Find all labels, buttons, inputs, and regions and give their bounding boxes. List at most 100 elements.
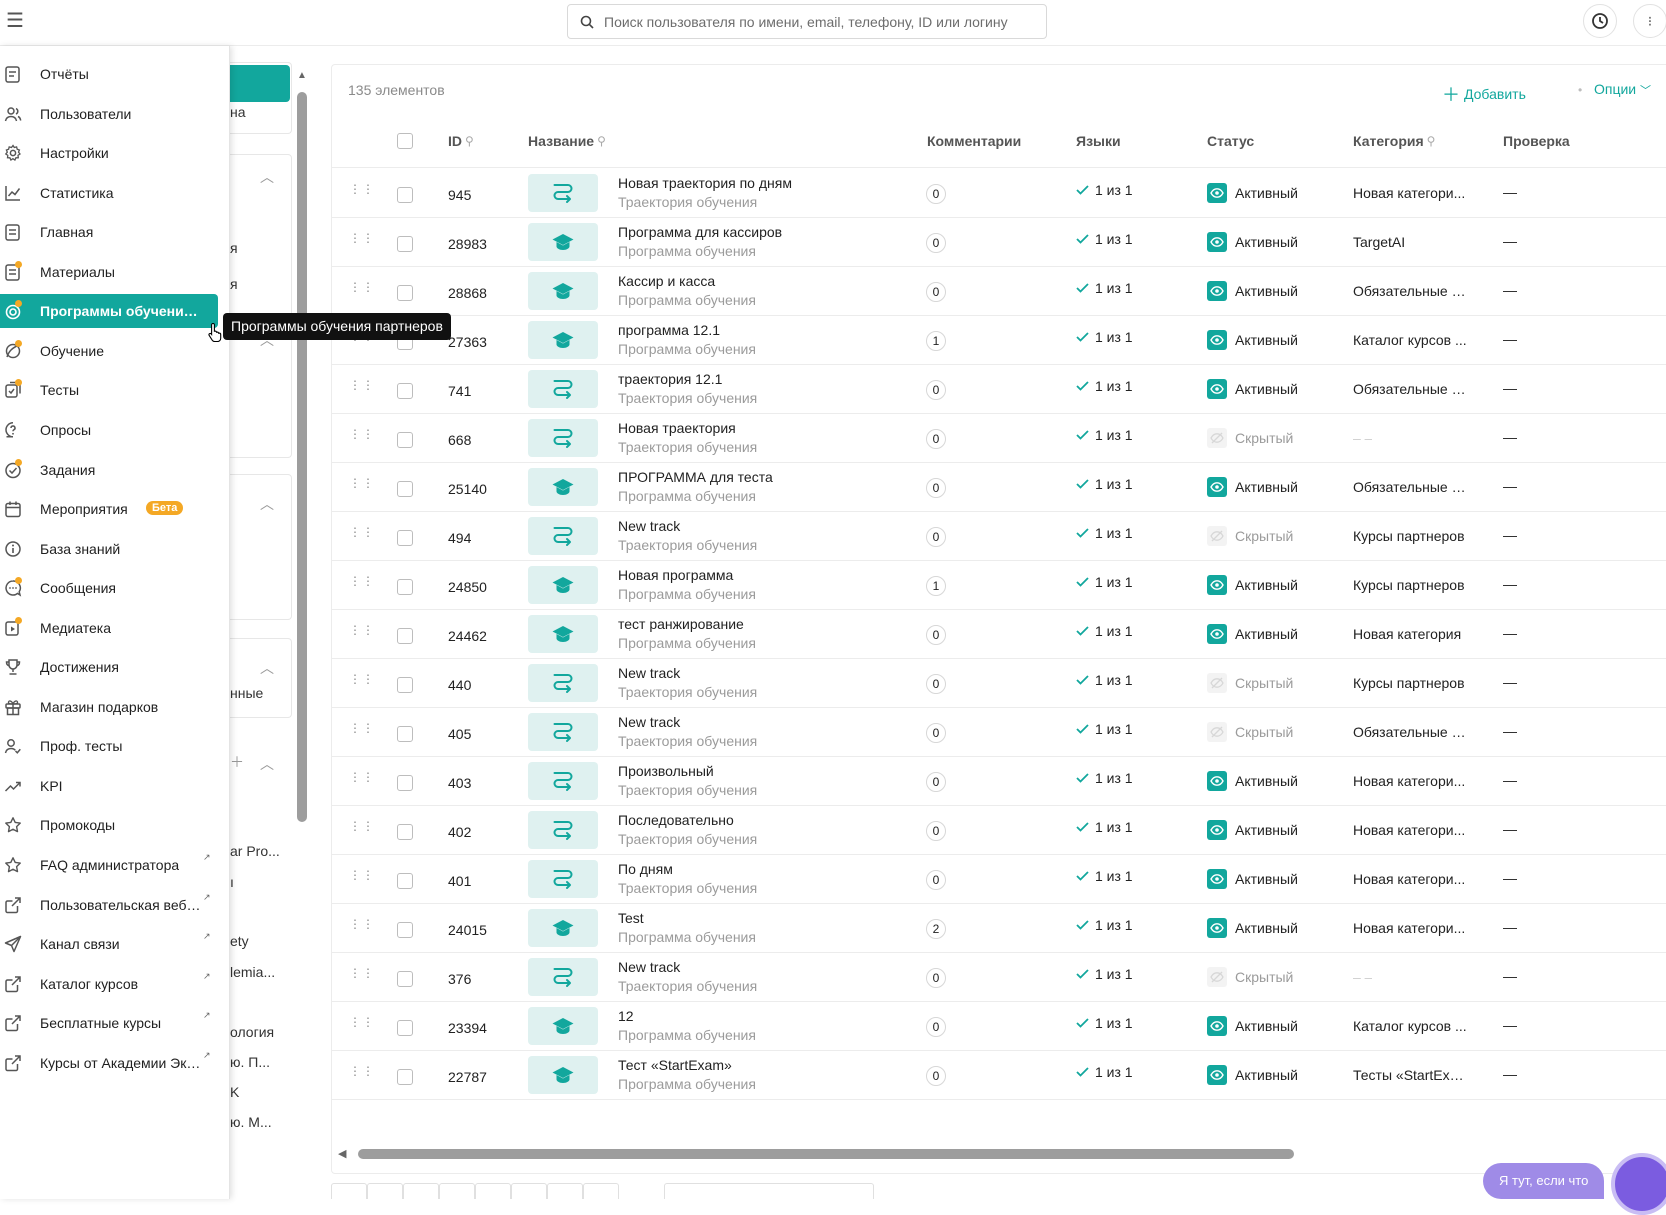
page-button[interactable] — [511, 1183, 547, 1199]
row-name[interactable]: Кассир и касса — [618, 273, 716, 289]
table-row[interactable]: ⋮⋮ 22787 Тест «StartExam» Программа обуч… — [332, 1051, 1666, 1100]
comments-count[interactable]: 0 — [926, 772, 946, 792]
row-checkbox[interactable] — [397, 775, 413, 791]
col-status[interactable]: Статус — [1207, 133, 1254, 149]
row-name[interactable]: Новая программа — [618, 567, 734, 583]
sidebar-item-11[interactable]: Задания — [0, 453, 218, 487]
sidebar-item-8[interactable]: Обучение — [0, 334, 218, 368]
table-row[interactable]: ⋮⋮ 24462 тест ранжирование Программа обу… — [332, 610, 1666, 659]
chevron-up-icon[interactable]: ︿ — [260, 496, 274, 512]
sidebar-item-21[interactable]: FAQ администратора ↗ — [0, 848, 218, 882]
table-row[interactable]: ⋮⋮ 440 New track Траектория обучения 0 1… — [332, 659, 1666, 708]
comments-count[interactable]: 1 — [926, 576, 946, 596]
comments-count[interactable]: 0 — [926, 184, 946, 204]
sidebar-item-17[interactable]: Магазин подарков — [0, 690, 218, 724]
sidebar-item-19[interactable]: KPI — [0, 769, 218, 803]
table-row[interactable]: ⋮⋮ 27363 программа 12.1 Программа обучен… — [332, 316, 1666, 365]
sidebar-item-5[interactable]: Главная — [0, 215, 218, 249]
select-all-checkbox[interactable] — [397, 133, 413, 149]
row-checkbox[interactable] — [397, 481, 413, 497]
drag-handle-icon[interactable]: ⋮⋮ — [349, 476, 375, 490]
table-row[interactable]: ⋮⋮ 28868 Кассир и касса Программа обучен… — [332, 267, 1666, 316]
table-row[interactable]: ⋮⋮ 25140 ПРОГРАММА для теста Программа о… — [332, 463, 1666, 512]
comments-count[interactable]: 0 — [926, 1066, 946, 1086]
drag-handle-icon[interactable]: ⋮⋮ — [349, 182, 375, 196]
comments-count[interactable]: 0 — [926, 674, 946, 694]
sidebar-item-15[interactable]: Медиатека — [0, 611, 218, 645]
table-row[interactable]: ⋮⋮ 24850 Новая программа Программа обуче… — [332, 561, 1666, 610]
drag-handle-icon[interactable]: ⋮⋮ — [349, 280, 375, 294]
drag-handle-icon[interactable]: ⋮⋮ — [349, 1015, 375, 1029]
row-name[interactable]: Новая траектория — [618, 420, 736, 436]
sidebar-item-18[interactable]: Проф. тесты — [0, 729, 218, 763]
row-checkbox[interactable] — [397, 824, 413, 840]
row-name[interactable]: Последовательно — [618, 812, 734, 828]
row-name[interactable]: Произвольный — [618, 763, 714, 779]
options-button[interactable]: Опции ﹀ — [1594, 81, 1651, 98]
row-checkbox[interactable] — [397, 922, 413, 938]
row-checkbox[interactable] — [397, 726, 413, 742]
table-row[interactable]: ⋮⋮ 23394 12 Программа обучения 0 1 из 1 … — [332, 1002, 1666, 1051]
sidebar-item-22[interactable]: Пользовательская веб-версия↗ — [0, 888, 218, 922]
drag-handle-icon[interactable]: ⋮⋮ — [349, 623, 375, 637]
menu-icon[interactable]: ☰ — [6, 10, 24, 32]
col-name[interactable]: Название ⚲ — [528, 133, 606, 149]
drag-handle-icon[interactable]: ⋮⋮ — [349, 378, 375, 392]
row-name[interactable]: New track — [618, 518, 681, 534]
table-row[interactable]: ⋮⋮ 741 траектория 12.1 Траектория обучен… — [332, 365, 1666, 414]
drag-handle-icon[interactable]: ⋮⋮ — [349, 525, 375, 539]
sidebar-item-2[interactable]: Пользователи — [0, 97, 218, 131]
table-row[interactable]: ⋮⋮ 494 New track Траектория обучения 0 1… — [332, 512, 1666, 561]
page-button[interactable] — [367, 1183, 403, 1199]
search-box[interactable] — [567, 4, 1047, 39]
row-name[interactable]: траектория 12.1 — [618, 371, 723, 387]
row-checkbox[interactable] — [397, 873, 413, 889]
sidebar-item-14[interactable]: Сообщения — [0, 571, 218, 605]
sidebar-item-16[interactable]: Достижения — [0, 650, 218, 684]
row-name[interactable]: 12 — [618, 1008, 634, 1024]
table-row[interactable]: ⋮⋮ 28983 Программа для кассиров Программ… — [332, 218, 1666, 267]
table-row[interactable]: ⋮⋮ 376 New track Траектория обучения 0 1… — [332, 953, 1666, 1002]
sidebar-item-10[interactable]: Опросы — [0, 413, 218, 447]
row-name[interactable]: New track — [618, 665, 681, 681]
sidebar-item-12[interactable]: Мероприятия Бета — [0, 492, 218, 526]
chevron-up-icon[interactable]: ︿ — [260, 660, 274, 676]
row-checkbox[interactable] — [397, 187, 413, 203]
row-name[interactable]: New track — [618, 959, 681, 975]
row-name[interactable]: New track — [618, 714, 681, 730]
row-checkbox[interactable] — [397, 628, 413, 644]
helper-bubble[interactable]: Я тут, если что — [1483, 1163, 1605, 1199]
table-row[interactable]: ⋮⋮ 403 Произвольный Траектория обучения … — [332, 757, 1666, 806]
table-row[interactable]: ⋮⋮ 401 По дням Траектория обучения 0 1 и… — [332, 855, 1666, 904]
row-checkbox[interactable] — [397, 285, 413, 301]
horizontal-scrollbar-thumb[interactable] — [358, 1149, 1294, 1159]
chat-button[interactable] — [1611, 1153, 1666, 1215]
comments-count[interactable]: 2 — [926, 919, 946, 939]
col-comments[interactable]: Комментарии — [927, 133, 1021, 149]
table-row[interactable]: ⋮⋮ 402 Последовательно Траектория обучен… — [332, 806, 1666, 855]
row-name[interactable]: программа 12.1 — [618, 322, 721, 338]
row-name[interactable]: тест ранжирование — [618, 616, 744, 632]
vertical-scrollbar[interactable] — [297, 92, 307, 822]
drag-handle-icon[interactable]: ⋮⋮ — [349, 672, 375, 686]
sidebar-item-20[interactable]: Промокоды — [0, 808, 218, 842]
table-row[interactable]: ⋮⋮ 945 Новая траектория по дням Траектор… — [332, 169, 1666, 218]
sidebar-item-7[interactable]: Программы обучения партнеров — [0, 294, 218, 329]
page-button[interactable] — [583, 1183, 619, 1199]
row-name[interactable]: Test — [618, 910, 644, 926]
page-size-select[interactable] — [664, 1183, 874, 1199]
sidebar-item-13[interactable]: База знаний — [0, 532, 218, 566]
comments-count[interactable]: 0 — [926, 282, 946, 302]
page-button[interactable] — [547, 1183, 583, 1199]
page-button[interactable] — [403, 1183, 439, 1199]
row-checkbox[interactable] — [397, 530, 413, 546]
comments-count[interactable]: 0 — [926, 478, 946, 498]
scroll-left-icon[interactable]: ◀ — [338, 1148, 347, 1160]
row-checkbox[interactable] — [397, 677, 413, 693]
search-icon[interactable]: ⚲ — [465, 134, 474, 148]
page-button[interactable] — [475, 1183, 511, 1199]
scroll-up-icon[interactable]: ▲ — [297, 70, 307, 81]
drag-handle-icon[interactable]: ⋮⋮ — [349, 868, 375, 882]
comments-count[interactable]: 0 — [926, 527, 946, 547]
row-name[interactable]: Тест «StartExam» — [618, 1057, 732, 1073]
